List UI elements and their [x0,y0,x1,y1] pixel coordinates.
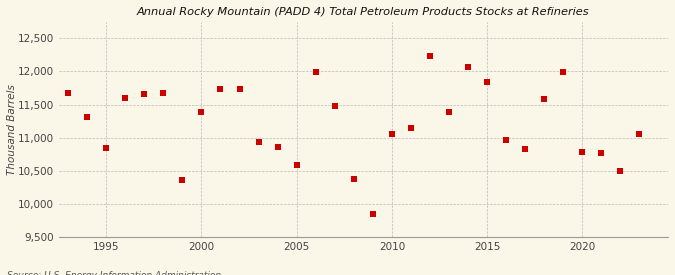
Point [234,87,245,92]
Point [367,212,378,216]
Point [577,150,588,154]
Point [539,97,549,101]
Text: Source: U.S. Energy Information Administration: Source: U.S. Energy Information Administ… [7,271,221,275]
Point [292,163,302,167]
Point [482,80,493,84]
Point [634,132,645,136]
Point [82,115,92,119]
Point [329,104,340,109]
Point [520,147,531,151]
Point [406,125,416,130]
Point [272,145,283,150]
Point [158,91,169,95]
Point [139,92,150,96]
Point [615,169,626,174]
Point [596,151,607,156]
Point [177,178,188,182]
Point [196,109,207,114]
Title: Annual Rocky Mountain (PADD 4) Total Petroleum Products Stocks at Refineries: Annual Rocky Mountain (PADD 4) Total Pet… [137,7,590,17]
Point [501,138,512,142]
Point [387,132,398,136]
Point [348,177,359,182]
Point [443,110,454,115]
Point [101,146,111,150]
Point [425,53,435,58]
Point [310,70,321,74]
Point [462,65,473,70]
Point [558,70,569,74]
Point [63,90,74,95]
Y-axis label: Thousand Barrels: Thousand Barrels [7,84,17,175]
Point [253,139,264,144]
Point [120,96,131,100]
Point [215,87,226,92]
